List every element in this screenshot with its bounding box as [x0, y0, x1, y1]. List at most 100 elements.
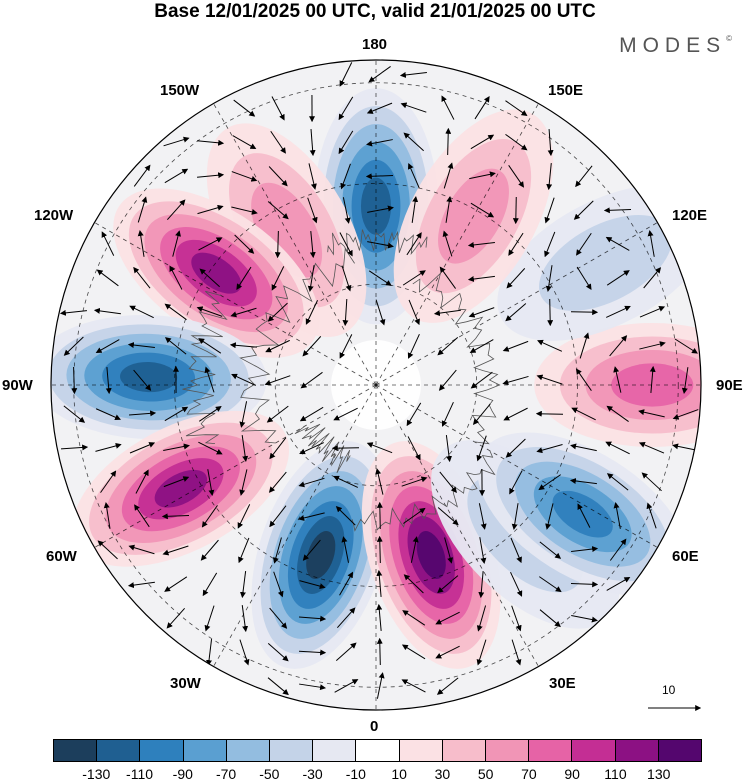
wind-vector	[302, 336, 322, 357]
wind-vector	[163, 443, 190, 451]
colorbar-tick-label: -70	[215, 766, 237, 782]
wind-vector	[207, 469, 215, 496]
wind-vector	[71, 366, 78, 395]
wind-vector	[547, 298, 554, 327]
wind-vector	[137, 196, 148, 223]
wind-vector	[298, 477, 325, 488]
wind-vector	[60, 444, 89, 451]
wind-vector	[470, 202, 495, 218]
wind-vector	[264, 375, 291, 386]
wind-vector	[338, 130, 354, 155]
graticule	[51, 60, 701, 710]
wind-vector	[575, 165, 593, 188]
wind-vector	[342, 197, 351, 224]
wind-vector	[438, 369, 457, 391]
wind-vector	[201, 505, 218, 528]
wind-vector	[570, 581, 599, 588]
wind-vector	[445, 435, 452, 463]
wind-vector	[100, 470, 117, 493]
wind-vector	[365, 173, 394, 180]
wind-vector	[376, 535, 383, 564]
lon-label-60e: 60E	[672, 548, 699, 565]
wind-vector	[299, 442, 325, 455]
wind-vector	[674, 338, 698, 354]
wind-vector	[609, 538, 627, 561]
wind-vector	[133, 266, 151, 289]
wind-vector	[376, 569, 383, 597]
wind-vector	[164, 303, 187, 321]
wind-vector	[239, 639, 250, 666]
colorbar-swatch	[528, 740, 572, 761]
wind-vector	[265, 339, 290, 353]
wind-vector	[133, 369, 152, 391]
wind-vector	[133, 164, 151, 187]
wind-vector	[172, 230, 181, 257]
wind-vector	[575, 368, 592, 391]
wind-vector	[105, 367, 112, 395]
wind-vector	[605, 441, 630, 455]
wind-vector	[206, 639, 213, 667]
wind-vector	[59, 309, 87, 316]
wind-vector	[511, 503, 519, 531]
colorbar-swatch	[485, 740, 529, 761]
colorbar-tick-label: -30	[302, 766, 323, 782]
wind-vector	[406, 232, 422, 256]
wind-vector	[439, 266, 456, 289]
wind-vector	[268, 166, 288, 187]
wind-vector	[407, 436, 421, 461]
wind-vector	[339, 62, 353, 87]
wind-vector	[236, 266, 252, 290]
wind-vector	[609, 335, 628, 357]
wind-vector	[269, 437, 287, 460]
wind-vector	[230, 307, 257, 318]
wind-vector	[342, 298, 349, 327]
wind-vector	[129, 305, 154, 319]
wind-vector	[197, 172, 225, 179]
colorbar-swatch	[355, 740, 399, 761]
wind-vector	[97, 540, 118, 560]
wind-vector	[437, 337, 459, 356]
wind-vector	[469, 339, 494, 354]
wind-vector	[407, 162, 420, 189]
wind-vector	[545, 503, 554, 530]
wind-vector	[309, 231, 316, 259]
colorbar-tick-label: 70	[521, 766, 537, 782]
wind-vector	[435, 611, 460, 625]
wind-vector	[305, 300, 319, 325]
wind-vector	[573, 200, 594, 220]
wind-vector	[403, 507, 426, 524]
colorbar-swatch	[269, 740, 313, 761]
wind-vector	[441, 95, 455, 120]
wind-vector	[137, 229, 145, 257]
wind-vector	[233, 99, 256, 117]
colorbar-tick-label: -110	[126, 766, 154, 782]
colorbar-swatch	[96, 740, 140, 761]
wind-vector	[63, 405, 86, 423]
wind-vector	[472, 403, 491, 425]
colorbar-tick-label: 10	[391, 766, 407, 782]
wind-vector	[439, 471, 457, 494]
wind-vector	[239, 469, 248, 496]
wind-vector	[229, 342, 257, 349]
wind-vector	[103, 501, 111, 529]
wind-vector	[200, 539, 219, 561]
wind-vector	[403, 574, 424, 594]
wind-vector	[340, 163, 351, 190]
wind-vector	[307, 197, 318, 224]
colorbar-tick-label: -130	[82, 766, 111, 782]
brand-name: MODES	[619, 34, 727, 57]
wind-vector	[539, 609, 561, 628]
wind-vector	[511, 605, 522, 632]
wind-vector	[505, 100, 528, 117]
colorbar-swatch	[225, 740, 270, 761]
wind-vector	[467, 275, 495, 282]
wind-vector	[401, 476, 428, 487]
wind-vector	[237, 504, 251, 529]
colorbar-swatch	[398, 740, 442, 761]
wind-vector	[639, 341, 666, 350]
wind-vector	[335, 642, 357, 662]
wind-vector	[269, 505, 287, 528]
wind-vector	[368, 270, 392, 286]
wind-vector	[502, 340, 529, 352]
wind-vector	[267, 643, 289, 662]
